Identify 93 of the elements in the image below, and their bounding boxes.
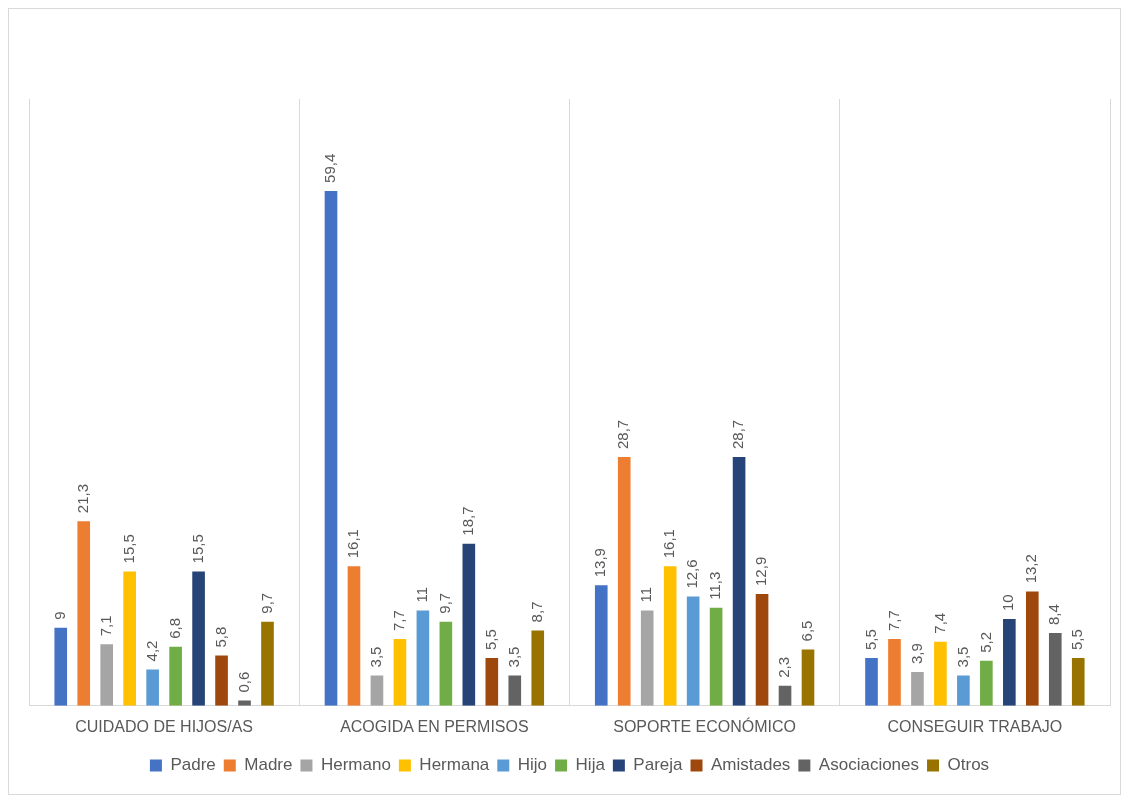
legend-label: Asociaciones bbox=[818, 755, 920, 775]
bar bbox=[77, 521, 91, 706]
x-tick-label: CUIDADO DE HIJOS/AS bbox=[75, 717, 254, 735]
data-label: 12,9 bbox=[752, 556, 770, 586]
data-label: 12,6 bbox=[683, 559, 701, 589]
legend-label: Hermano bbox=[320, 755, 391, 775]
data-label: 59,4 bbox=[321, 153, 339, 183]
bar bbox=[911, 671, 924, 706]
bar bbox=[755, 593, 769, 706]
legend-label: Hermana bbox=[419, 755, 490, 775]
x-tick-label: ACOGIDA EN PERMISOS bbox=[340, 717, 529, 735]
bar bbox=[801, 649, 815, 706]
data-label: 2,3 bbox=[775, 657, 793, 678]
bar bbox=[980, 660, 993, 706]
data-label: 10 bbox=[999, 594, 1017, 612]
bar bbox=[778, 685, 792, 706]
bar bbox=[1048, 632, 1062, 706]
bar bbox=[1025, 591, 1039, 706]
data-label: 3,5 bbox=[953, 646, 971, 668]
data-label: 16,1 bbox=[660, 529, 678, 559]
bar bbox=[640, 610, 654, 706]
legend-label: Otros bbox=[947, 755, 990, 775]
data-label: 16,1 bbox=[344, 529, 362, 559]
legend-label: Amistades bbox=[711, 755, 791, 775]
bar bbox=[462, 543, 476, 706]
legend-label: Padre bbox=[170, 755, 216, 775]
bar bbox=[123, 571, 136, 706]
bar bbox=[1071, 658, 1085, 706]
data-label: 21,3 bbox=[73, 483, 91, 514]
bar bbox=[508, 675, 522, 706]
bar bbox=[370, 675, 384, 706]
data-label: 0,6 bbox=[234, 671, 252, 693]
data-label: 7,4 bbox=[930, 612, 948, 634]
bar bbox=[888, 639, 901, 706]
data-label: 5,5 bbox=[861, 629, 879, 651]
bar bbox=[215, 655, 228, 706]
data-label: 5,5 bbox=[481, 629, 499, 651]
data-label: 6,5 bbox=[798, 620, 816, 642]
data-label: 3,9 bbox=[907, 643, 925, 664]
bar bbox=[957, 675, 970, 706]
data-label: 28,7 bbox=[729, 419, 747, 450]
data-label: 28,7 bbox=[614, 419, 632, 450]
data-label: 9,7 bbox=[436, 592, 453, 614]
data-label: 18,7 bbox=[458, 506, 476, 536]
bar bbox=[485, 658, 499, 706]
data-label: 11,3 bbox=[706, 571, 724, 600]
data-label: 5,8 bbox=[211, 626, 229, 648]
bar bbox=[686, 596, 700, 706]
bar bbox=[347, 566, 361, 706]
data-label: 4,2 bbox=[142, 640, 160, 662]
bar bbox=[865, 658, 878, 706]
data-label: 8,4 bbox=[1045, 604, 1063, 625]
bar bbox=[261, 621, 274, 706]
data-label: 15,5 bbox=[188, 534, 206, 564]
legend-label: Hijo bbox=[517, 755, 548, 775]
bar bbox=[439, 621, 453, 706]
x-tick-label: SOPORTE ECONÓMICO bbox=[613, 716, 797, 735]
data-label: 9,7 bbox=[257, 592, 275, 614]
data-label: 7,7 bbox=[884, 610, 902, 632]
data-label: 11 bbox=[413, 586, 431, 603]
data-label: 15,5 bbox=[119, 534, 137, 564]
bar bbox=[531, 630, 545, 706]
legend-label: Madre bbox=[244, 755, 293, 775]
bar bbox=[1003, 619, 1016, 706]
data-label: 13,9 bbox=[591, 548, 609, 578]
bar bbox=[324, 190, 338, 706]
bar bbox=[393, 639, 407, 706]
data-label: 7,1 bbox=[96, 615, 114, 637]
bar bbox=[416, 610, 430, 706]
bar bbox=[934, 641, 947, 706]
bar bbox=[709, 607, 723, 706]
data-label: 5,5 bbox=[1068, 629, 1086, 651]
bar bbox=[617, 457, 631, 706]
bar bbox=[54, 627, 68, 706]
bar bbox=[169, 646, 182, 706]
bar bbox=[192, 571, 205, 706]
bar bbox=[594, 585, 608, 706]
bar bbox=[100, 644, 114, 706]
data-label: 3,5 bbox=[367, 646, 385, 668]
bar bbox=[663, 566, 677, 706]
data-label: 11 bbox=[637, 586, 655, 603]
data-label: 13,2 bbox=[1022, 554, 1040, 584]
data-label: 6,8 bbox=[165, 617, 183, 639]
bar bbox=[732, 457, 746, 706]
data-label: 5,2 bbox=[976, 631, 994, 653]
data-label: 7,7 bbox=[390, 610, 408, 632]
data-label: 9 bbox=[50, 611, 68, 620]
legend-label: Pareja bbox=[633, 755, 684, 775]
data-label: 8,7 bbox=[527, 601, 545, 623]
data-label: 3,5 bbox=[504, 646, 522, 668]
x-tick-label: CONSEGUIR TRABAJO bbox=[887, 717, 1063, 735]
legend-label: Hija bbox=[575, 755, 606, 775]
bar bbox=[146, 669, 159, 706]
